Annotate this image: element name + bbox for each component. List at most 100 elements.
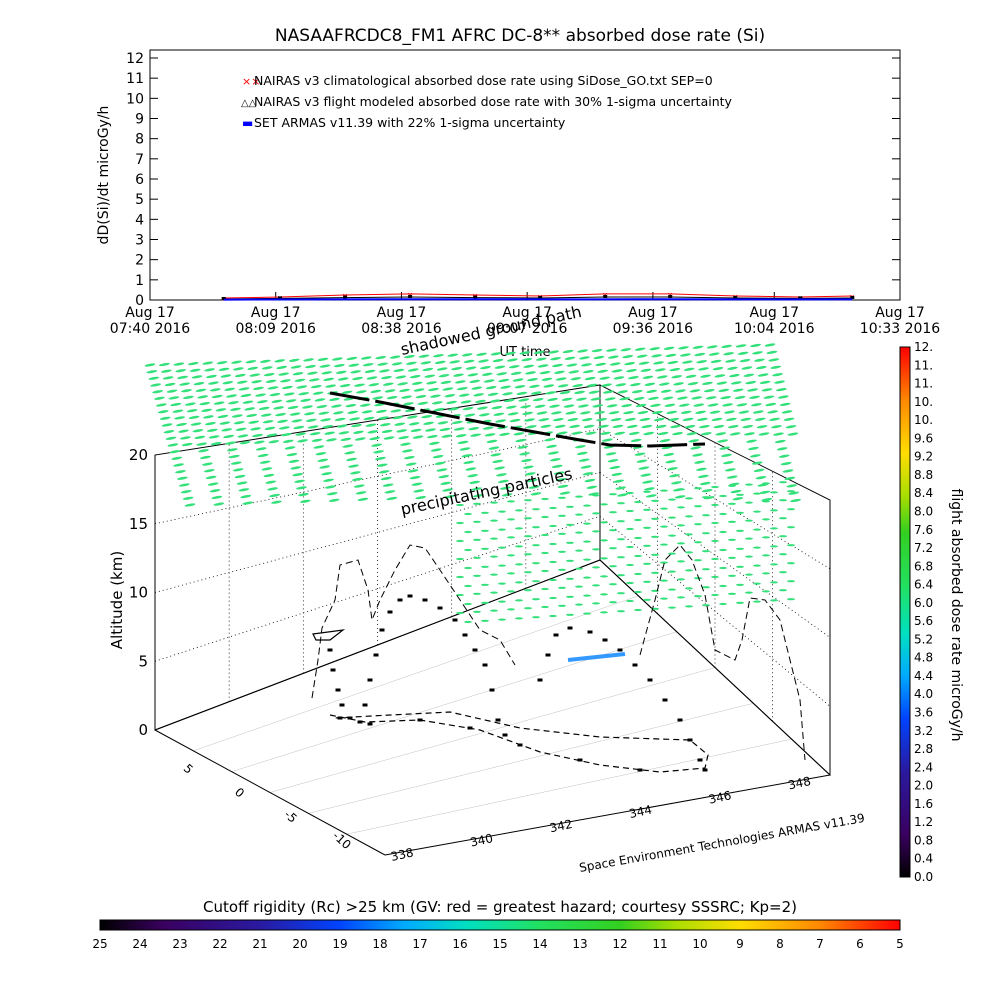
precip-dash — [428, 441, 440, 445]
precip-dash — [178, 483, 190, 487]
precip-dash — [396, 429, 408, 433]
precip-dash — [271, 399, 283, 403]
precip-dash — [324, 431, 336, 435]
precip-dash — [513, 432, 525, 436]
precip-dash — [609, 547, 617, 550]
precip-dash — [202, 361, 214, 365]
precip-dash — [620, 348, 632, 352]
precip-dash — [439, 427, 451, 432]
colorbar-right-tick: 9.2 — [914, 450, 933, 464]
precip-dash — [515, 509, 523, 512]
altitude-tick-label: 10 — [129, 584, 148, 602]
precip-dash — [689, 389, 701, 393]
precip-dash — [771, 425, 782, 429]
precip-dash — [588, 390, 600, 394]
precip-dash — [779, 571, 787, 574]
precip-dash — [651, 517, 659, 520]
floor-x-tick-label: 342 — [548, 817, 573, 835]
precip-dash — [235, 427, 247, 431]
precip-dash — [683, 367, 695, 371]
precip-dash — [300, 398, 312, 402]
precip-dash — [667, 467, 679, 471]
precip-dash — [651, 410, 663, 415]
precip-dash — [299, 499, 311, 503]
precip-dash — [394, 422, 406, 426]
precip-dash — [305, 418, 317, 422]
altitude-tick-labels: 0 5 10 15 20 — [129, 446, 148, 739]
colorbar-bottom-tick: 12 — [612, 937, 627, 951]
precip-dash — [787, 526, 795, 529]
precip-dash — [754, 417, 766, 421]
precip-dash — [233, 421, 245, 425]
precip-dash — [697, 417, 708, 421]
precip-dash — [389, 355, 401, 359]
precip-dash — [580, 363, 592, 367]
precip-dash — [539, 371, 551, 375]
precip-dash — [236, 380, 248, 384]
precip-dash — [736, 403, 748, 407]
precip-dash — [489, 399, 501, 403]
precip-dash — [576, 451, 588, 455]
colorbar-right-tick: 6.4 — [914, 578, 933, 592]
wall-gridline — [599, 515, 831, 707]
precip-dash — [440, 481, 452, 485]
precip-dash — [432, 455, 444, 459]
precip-dash — [570, 377, 582, 381]
y-tick-label: 8 — [135, 132, 144, 148]
precip-dash — [600, 521, 608, 524]
colorbar-bottom-tick: 20 — [292, 937, 307, 951]
colorbar-right-tick: 4.0 — [914, 687, 933, 701]
precip-dash — [492, 358, 504, 363]
precip-dash — [184, 402, 196, 406]
precip-dash — [493, 412, 505, 416]
precip-dash — [679, 353, 691, 357]
flight-track-point — [495, 718, 501, 722]
flight-track-point — [337, 716, 343, 720]
precip-dash — [293, 425, 305, 430]
colorbar-right-tick: 8.0 — [914, 504, 933, 518]
precip-dash — [711, 521, 719, 525]
precip-dash — [668, 606, 676, 609]
colorbar-bottom-tick: 17 — [412, 937, 427, 951]
precip-dash — [693, 403, 705, 407]
precip-dash — [743, 373, 755, 377]
precip-dash — [739, 359, 751, 363]
precip-dash — [575, 549, 583, 552]
precip-dash — [342, 444, 354, 448]
precip-dash — [719, 512, 727, 516]
flight-track-point — [335, 688, 341, 692]
precip-dash — [182, 496, 194, 500]
precip-dash — [695, 410, 707, 414]
x-tick-label-time: 09:07 2016 — [487, 321, 568, 337]
colorbar-right-tick: 11. — [914, 358, 933, 372]
precip-dash — [779, 499, 787, 502]
precip-dash — [626, 563, 634, 567]
precip-dash — [732, 388, 744, 392]
precip-dash — [177, 375, 189, 379]
shadowed-ground-path — [329, 711, 709, 773]
precip-dash — [558, 568, 566, 571]
colorbar-right-tick: 4.4 — [914, 669, 933, 683]
precip-dash — [490, 519, 498, 522]
precip-dash — [395, 375, 407, 379]
precip-dash — [319, 364, 331, 368]
precip-dash — [473, 556, 481, 559]
floor-edges — [154, 455, 831, 856]
dose-rate-colorbar: 0.0 0.4 0.8 1.2 1.6 2.0 2.4 2.8 3.2 3.6 4.0 4.4 4.8 5… — [899, 340, 964, 884]
precip-dash — [161, 423, 173, 427]
precip-dash — [613, 479, 625, 483]
precip-dash — [583, 424, 595, 428]
precip-dash — [787, 490, 795, 493]
precip-dash — [699, 481, 711, 486]
precip-dash — [266, 433, 278, 437]
precip-dash — [159, 416, 171, 420]
precip-dash — [753, 528, 761, 531]
precip-dash — [415, 395, 427, 399]
precip-dash — [401, 449, 413, 453]
precip-dash — [498, 546, 506, 549]
precip-dash — [294, 378, 306, 382]
precip-dash — [541, 377, 553, 381]
precip-dash — [745, 381, 757, 385]
precip-dash — [619, 397, 631, 401]
